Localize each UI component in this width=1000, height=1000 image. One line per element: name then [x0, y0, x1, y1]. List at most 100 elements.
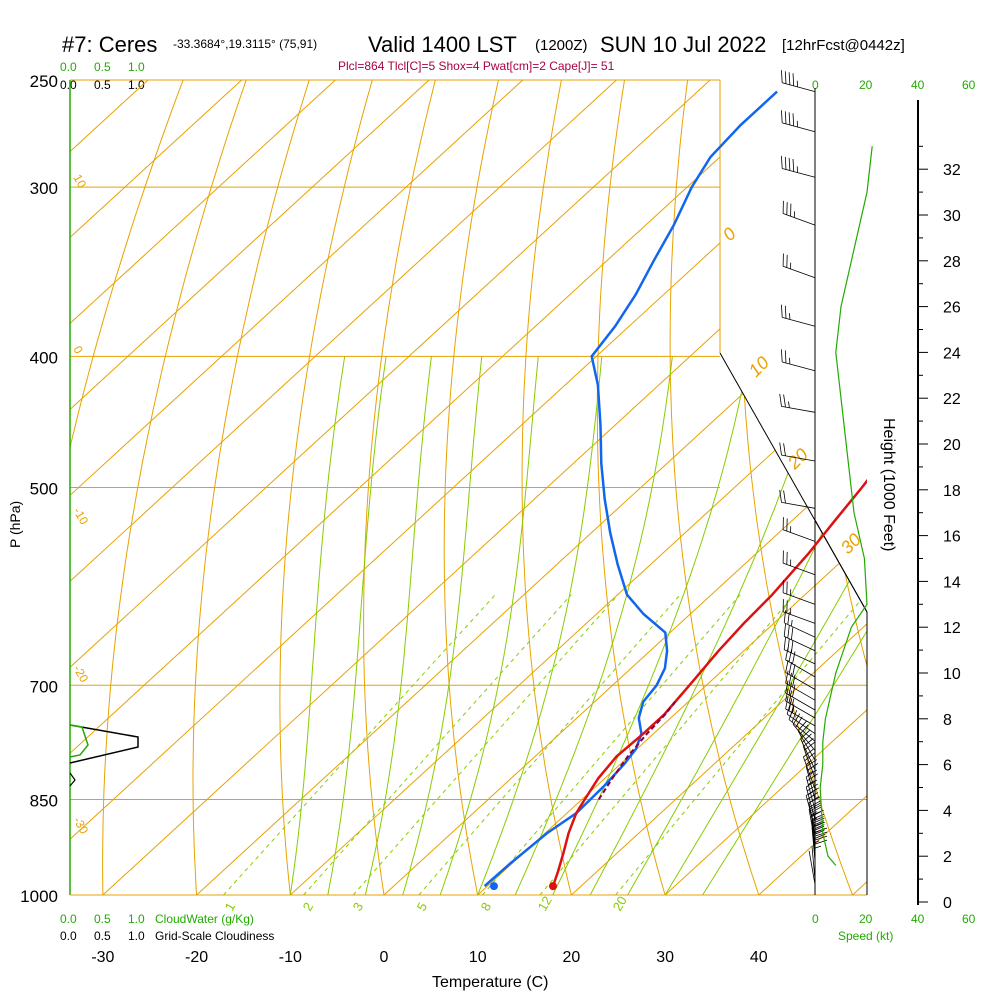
moist-adiabat-line: [289, 356, 346, 895]
mixing-ratio-label: 2: [300, 900, 317, 914]
wind-barb: [782, 599, 816, 624]
wind-barb: [781, 70, 816, 92]
height-tick-label: 6: [943, 758, 952, 775]
station-coords: -33.3684°,19.3115° (75,91): [173, 37, 317, 51]
dry-adiabat-line: [443, 80, 505, 895]
mixing-ratio-label: 5: [414, 900, 431, 914]
scale-label: 0.5: [94, 78, 111, 92]
moist-adiabat-line: [664, 356, 867, 895]
sounding-profiles: [483, 90, 867, 891]
height-tick-label: 20: [943, 437, 961, 454]
x-tick-label: 30: [656, 949, 674, 966]
left-bottom-green-scale: 0.0 0.5 1.0 CloudWater (g/Kg): [60, 912, 254, 926]
wind-speed-scale-top: 0 20 40 60: [812, 78, 976, 92]
p-tick-label: 250: [30, 72, 58, 91]
isotherm-label: 0: [719, 224, 740, 245]
scale-label: 0.5: [94, 929, 111, 943]
dry-adiabat-line: [669, 80, 770, 895]
scale-label: 60: [962, 912, 976, 926]
dewpoint-line: [483, 90, 778, 888]
wind-barb: [783, 623, 816, 652]
y-axis-label: P (hPa): [7, 501, 23, 548]
cloudwater-label: CloudWater (g/Kg): [155, 912, 254, 926]
p-tick-label: 500: [30, 480, 58, 499]
isotherm-line: [70, 80, 430, 895]
height-tick-label: 18: [943, 483, 961, 500]
isotherm-line: [70, 80, 242, 895]
cloudiness-label: Grid-Scale Cloudiness: [155, 929, 274, 943]
wind-barb: [782, 550, 816, 576]
wind-speed-profile: [819, 146, 873, 866]
height-tick-label: 14: [943, 574, 961, 591]
wind-barb: [811, 816, 825, 856]
scale-label: 0: [812, 78, 819, 92]
x-axis-label: Temperature (C): [432, 974, 548, 991]
wind-barb: [785, 660, 816, 690]
scale-label: 40: [911, 78, 925, 92]
height-tick-label: 24: [943, 345, 961, 362]
temperature-line: [551, 478, 867, 887]
left-top-green-scale: 0.0 0.5 1.0: [60, 60, 145, 74]
wind-barb: [805, 769, 819, 810]
scale-label: 60: [962, 78, 976, 92]
moist-adiabat-line: [627, 356, 867, 895]
scale-label: 0.0: [60, 60, 77, 74]
isotherm-label: 20: [783, 445, 812, 474]
isobar-lines: [70, 79, 867, 896]
x-tick-label: 10: [469, 949, 487, 966]
wind-barb: [785, 670, 816, 701]
wind-panel: [779, 70, 828, 885]
dry-adiabat-line: [102, 80, 255, 895]
wind-barb: [783, 610, 816, 638]
y2-axis-label: Height (1000 Feet): [880, 418, 897, 551]
parcel-line: [597, 701, 676, 801]
dry-adiabat-line: [279, 80, 380, 895]
speed-unit-label: Speed (kt): [838, 929, 893, 943]
mixing-ratio-line: [418, 594, 681, 895]
dry-adiabat-line: [363, 80, 442, 895]
valid-date: SUN 10 Jul 2022: [600, 32, 766, 57]
wind-barb: [783, 636, 816, 665]
wind-barb: [797, 720, 816, 761]
surface-temperature-dot: [548, 882, 557, 891]
mixing-ratio-line: [223, 594, 496, 895]
mixing-ratio-label: 8: [478, 900, 495, 914]
wind-barb: [785, 696, 816, 727]
wind-barb: [785, 680, 816, 711]
scale-label: 1.0: [128, 78, 145, 92]
valid-zulu: (1200Z): [535, 37, 588, 54]
scale-label: 0.5: [94, 60, 111, 74]
scale-label: 1.0: [128, 60, 145, 74]
left-top-black-scale: 0.0 0.5 1.0: [60, 78, 145, 92]
isotherm-label: 10: [70, 172, 89, 191]
height-tick-label: 4: [943, 803, 952, 820]
height-tick-label: 10: [943, 666, 961, 683]
isotherm-label: -10: [70, 505, 91, 527]
mixing-ratio-label: 12: [535, 893, 555, 913]
wind-barb: [782, 580, 816, 605]
dry-adiabat-line: [521, 80, 580, 895]
isotherm-label: -30: [70, 814, 91, 836]
wind-barb: [781, 110, 816, 133]
p-tick-label: 300: [30, 179, 58, 198]
height-tick-label: 12: [943, 620, 961, 637]
wind-barb: [808, 802, 822, 843]
wind-barb: [781, 349, 816, 372]
cloud-profile: [69, 724, 139, 787]
isotherm-line: [289, 80, 867, 895]
station-title: #7: Ceres: [62, 32, 157, 57]
wind-barb: [782, 517, 816, 542]
isotherm-label: 0: [70, 343, 86, 356]
cloudwater-profile: [69, 724, 89, 758]
x-tick-label: -20: [185, 949, 208, 966]
wind-barb: [781, 155, 816, 178]
isotherm-line: [852, 80, 867, 895]
height-tick-label: 32: [943, 162, 961, 179]
height-tick-label: 0: [943, 895, 952, 912]
mixing-ratio-label: 3: [350, 900, 367, 914]
moist-adiabat-line: [327, 356, 387, 895]
x-tick-label: -10: [279, 949, 302, 966]
p-tick-label: 700: [30, 677, 58, 696]
